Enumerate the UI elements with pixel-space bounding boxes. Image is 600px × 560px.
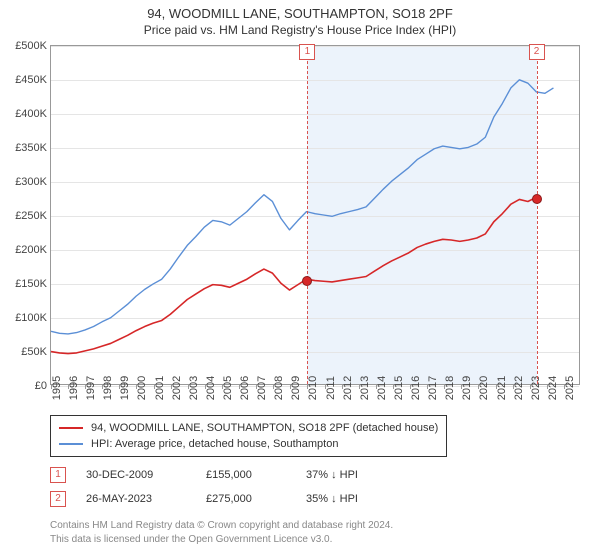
legend-swatch	[59, 443, 83, 445]
ytick-label: £300K	[15, 176, 47, 188]
transaction-date: 26-MAY-2023	[86, 493, 186, 505]
ytick-label: £150K	[15, 278, 47, 290]
footer-attribution: Contains HM Land Registry data © Crown c…	[50, 519, 600, 547]
series-line	[51, 198, 535, 353]
series-svg	[51, 46, 579, 384]
legend-swatch	[59, 427, 83, 429]
chart-title: 94, WOODMILL LANE, SOUTHAMPTON, SO18 2PF	[0, 6, 600, 21]
transactions-table: 1 30-DEC-2009 £155,000 37% ↓ HPI 2 26-MAY-202…	[50, 463, 600, 511]
legend-label: 94, WOODMILL LANE, SOUTHAMPTON, SO18 2PF…	[91, 420, 438, 436]
transaction-price: £155,000	[206, 469, 286, 481]
transaction-marker: 2	[50, 491, 66, 507]
ytick-label: £0	[35, 380, 47, 392]
reference-line	[537, 46, 538, 384]
chart-subtitle: Price paid vs. HM Land Registry's House …	[0, 23, 600, 37]
ytick-label: £350K	[15, 142, 47, 154]
series-line	[51, 80, 553, 334]
ytick-label: £100K	[15, 312, 47, 324]
footer-line-2: This data is licensed under the Open Gov…	[50, 533, 600, 547]
ytick-label: £50K	[21, 346, 47, 358]
transaction-pct: 37% ↓ HPI	[306, 469, 396, 481]
ytick-label: £400K	[15, 108, 47, 120]
transaction-marker: 1	[50, 467, 66, 483]
sale-point	[532, 194, 542, 204]
chart-container: 94, WOODMILL LANE, SOUTHAMPTON, SO18 2PF…	[0, 0, 600, 547]
legend-row: 94, WOODMILL LANE, SOUTHAMPTON, SO18 2PF…	[59, 420, 438, 436]
transaction-row: 1 30-DEC-2009 £155,000 37% ↓ HPI	[50, 463, 600, 487]
transaction-price: £275,000	[206, 493, 286, 505]
transaction-row: 2 26-MAY-2023 £275,000 35% ↓ HPI	[50, 487, 600, 511]
legend-box: 94, WOODMILL LANE, SOUTHAMPTON, SO18 2PF…	[50, 415, 447, 457]
ytick-label: £500K	[15, 40, 47, 52]
ytick-label: £450K	[15, 74, 47, 86]
ytick-label: £200K	[15, 244, 47, 256]
plot-area: £0£50K£100K£150K£200K£250K£300K£350K£400…	[50, 45, 580, 385]
reference-line	[307, 46, 308, 384]
transaction-date: 30-DEC-2009	[86, 469, 186, 481]
sale-point	[302, 276, 312, 286]
reference-marker: 1	[299, 44, 315, 60]
legend-label: HPI: Average price, detached house, Sout…	[91, 436, 338, 452]
ytick-label: £250K	[15, 210, 47, 222]
legend-row: HPI: Average price, detached house, Sout…	[59, 436, 438, 452]
footer-line-1: Contains HM Land Registry data © Crown c…	[50, 519, 600, 533]
transaction-pct: 35% ↓ HPI	[306, 493, 396, 505]
reference-marker: 2	[529, 44, 545, 60]
chart-titles: 94, WOODMILL LANE, SOUTHAMPTON, SO18 2PF…	[0, 0, 600, 37]
